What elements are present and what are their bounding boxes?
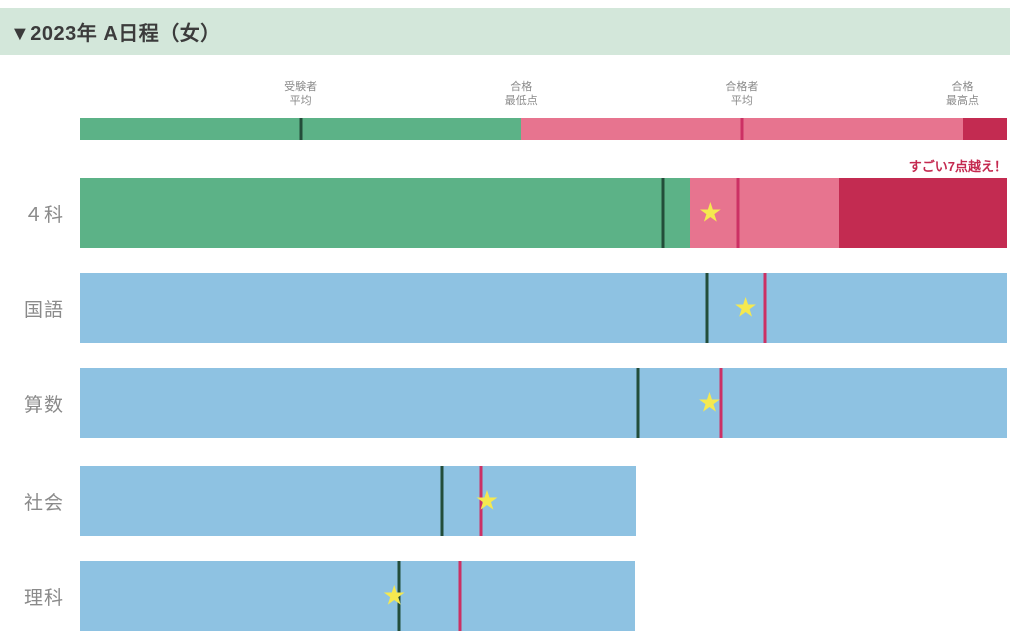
four-subjects-segment-crimson xyxy=(839,178,1007,248)
page-title: ▼2023年 A日程（女） xyxy=(10,23,221,45)
legend-marker-line-green xyxy=(299,118,303,140)
row-bar-japanese: ★ xyxy=(80,273,1007,343)
score-star-icon: ★ xyxy=(697,387,722,418)
legend-labels: 受験者 平均 合格 最低点 合格者 平均 合格 最高点 xyxy=(80,80,1007,114)
legend-bar xyxy=(80,118,1007,140)
four-subjects-segment-pink xyxy=(689,178,840,248)
row-label-social-studies: 社会 xyxy=(23,492,64,514)
row-bar-math: ★ xyxy=(80,368,1007,438)
four-subjects-marker-line-red xyxy=(736,178,740,248)
science-marker-line-green xyxy=(397,561,401,631)
row-label-science: 理科 xyxy=(23,587,64,609)
legend-marker-line-red xyxy=(740,118,744,140)
row-label-japanese: 国語 xyxy=(23,299,64,321)
chart-row-social-studies: 社会 ★ xyxy=(0,466,1024,536)
science-segment-blue xyxy=(80,561,636,631)
legend-label-3: 合格者 平均 xyxy=(725,81,759,107)
score-star-icon: ★ xyxy=(733,292,758,323)
chart-row-four-subjects: ４科 ★ すごい7点越え！ xyxy=(0,159,1024,248)
score-star-icon: ★ xyxy=(382,580,407,611)
math-marker-line-green xyxy=(636,368,640,438)
row-bar-science: ★ xyxy=(80,561,1007,631)
row-label-four-subjects: ４科 xyxy=(23,204,64,226)
social-studies-marker-line-red xyxy=(479,466,483,536)
legend-label-1: 受験者 平均 xyxy=(284,81,318,107)
legend-label-4: 合格 最高点 xyxy=(946,81,979,107)
row-bar-social-studies: ★ xyxy=(80,466,1007,536)
score-annotation: すごい7点越え！ xyxy=(908,159,1007,174)
chart-row-math: 算数 ★ xyxy=(0,368,1024,438)
score-star-icon: ★ xyxy=(474,485,500,516)
chart-row-science: 理科 ★ xyxy=(0,561,1024,631)
math-marker-line-red xyxy=(719,368,723,438)
score-star-icon: ★ xyxy=(698,197,723,228)
legend-label-2: 合格 最低点 xyxy=(504,81,538,107)
row-bar-four-subjects: ★ すごい7点越え！ xyxy=(80,159,1007,248)
social-studies-marker-line-green xyxy=(440,466,444,536)
japanese-marker-line-red xyxy=(763,273,767,343)
four-subjects-marker-line-green xyxy=(661,178,665,248)
chart-row-japanese: 国語 ★ xyxy=(0,273,1024,343)
japanese-marker-line-green xyxy=(705,273,709,343)
social-studies-segment-blue xyxy=(80,466,637,536)
legend-segment-crimson xyxy=(962,118,1007,140)
four-subjects-segment-green xyxy=(80,178,690,248)
page-header: ▼2023年 A日程（女） xyxy=(0,8,1010,55)
science-marker-line-red xyxy=(458,561,462,631)
row-label-math: 算数 xyxy=(23,394,64,416)
japanese-segment-blue xyxy=(80,273,1007,343)
math-segment-blue xyxy=(80,368,1007,438)
